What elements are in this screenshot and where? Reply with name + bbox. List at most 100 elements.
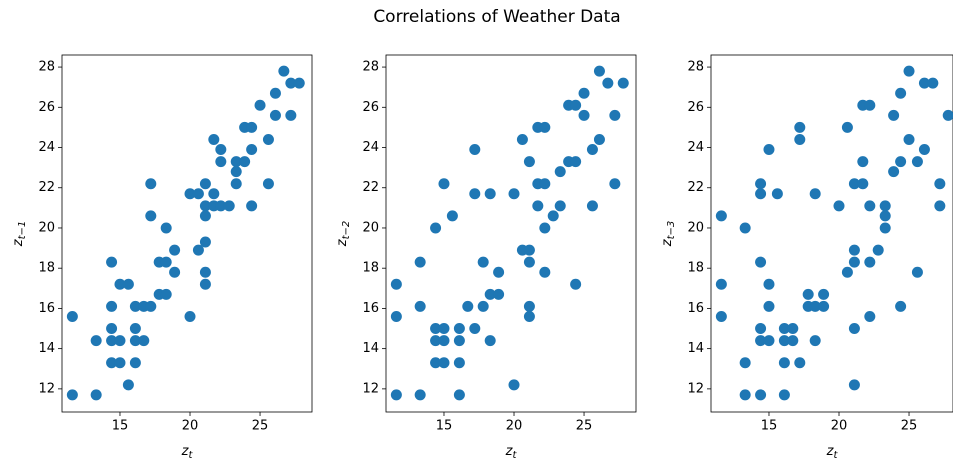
scatter-point — [246, 144, 258, 156]
scatter-point — [160, 222, 172, 234]
scatter-point — [841, 121, 853, 133]
scatter-point — [848, 323, 860, 335]
scatter-point — [469, 323, 481, 335]
x-tick-label: 20 — [182, 419, 199, 434]
scatter-point — [254, 99, 266, 111]
label-subscript: t−2 — [341, 221, 352, 240]
scatter-point — [199, 210, 211, 222]
scatter-point — [833, 200, 845, 212]
scatter-point — [848, 244, 860, 256]
scatter-point — [477, 300, 489, 312]
scatter-point — [293, 77, 305, 89]
y-tick-label: 24 — [38, 140, 55, 155]
label-subscript: t−3 — [666, 221, 677, 240]
y-tick-label: 20 — [362, 220, 379, 235]
scatter-point — [169, 244, 181, 256]
scatter-point — [857, 156, 869, 168]
scatter-point — [390, 278, 402, 290]
scatter-point — [160, 256, 172, 268]
scatter-point — [145, 210, 157, 222]
scatter-point — [129, 357, 141, 369]
scatter-point — [114, 278, 126, 290]
scatter-point — [787, 335, 799, 347]
scatter-point — [755, 256, 767, 268]
scatter-point — [199, 278, 211, 290]
x-tick-label: 25 — [576, 419, 593, 434]
scatter-point — [453, 357, 465, 369]
y-tick-label: 14 — [687, 341, 704, 356]
scatter-point — [927, 77, 939, 89]
scatter-point — [617, 77, 629, 89]
scatter-point — [469, 144, 481, 156]
scatter-point — [778, 335, 790, 347]
scatter-point — [262, 133, 274, 145]
scatter-point — [414, 389, 426, 401]
scatter-point — [223, 200, 235, 212]
x-tick-label: 15 — [436, 419, 453, 434]
scatter-point — [199, 178, 211, 190]
y-tick-label: 12 — [38, 381, 55, 396]
scatter-point — [390, 310, 402, 322]
scatter-point — [446, 210, 458, 222]
scatter-point — [895, 87, 907, 99]
y-tick-label: 14 — [38, 341, 55, 356]
scatter-point — [763, 144, 775, 156]
scatter-point — [570, 99, 582, 111]
y-tick-label: 22 — [362, 180, 379, 195]
scatter-point — [523, 244, 535, 256]
y-tick-label: 24 — [687, 140, 704, 155]
scatter-point — [269, 87, 281, 99]
scatter-point — [262, 178, 274, 190]
scatter-point — [539, 121, 551, 133]
scatter-point — [934, 200, 946, 212]
scatter-point — [199, 200, 211, 212]
scatter-point — [192, 244, 204, 256]
scatter-point — [578, 109, 590, 121]
axes-frame — [385, 54, 637, 413]
scatter-point — [523, 256, 535, 268]
scatter-point — [66, 389, 78, 401]
scatter-point — [66, 310, 78, 322]
scatter-point — [508, 379, 520, 391]
scatter-point — [430, 323, 442, 335]
label-base: z — [335, 238, 350, 247]
scatter-point — [438, 178, 450, 190]
scatter-point — [809, 188, 821, 200]
scatter-point — [879, 200, 891, 212]
scatter-point — [523, 156, 535, 168]
scatter-point — [129, 300, 141, 312]
scatter-point — [106, 256, 118, 268]
scatter-point — [794, 121, 806, 133]
scatter-point — [593, 133, 605, 145]
y-tick-label: 16 — [38, 301, 55, 316]
scatter-point — [430, 335, 442, 347]
scatter-point — [230, 156, 242, 168]
scatter-point — [199, 266, 211, 278]
scatter-point — [609, 178, 621, 190]
scatter-point — [145, 178, 157, 190]
scatter-point — [895, 300, 907, 312]
scatter-point — [755, 323, 767, 335]
scatter-point — [755, 335, 767, 347]
scatter-point — [532, 200, 544, 212]
scatter-point — [778, 389, 790, 401]
scatter-point — [841, 266, 853, 278]
scatter-point — [114, 335, 126, 347]
scatter-point — [539, 222, 551, 234]
scatter-point — [739, 222, 751, 234]
label-base: z — [660, 238, 675, 247]
scatter-point — [184, 188, 196, 200]
scatter-point — [586, 144, 598, 156]
scatter-point — [106, 335, 118, 347]
label-base: z — [181, 444, 190, 459]
scatter-point — [911, 156, 923, 168]
scatter-point — [857, 178, 869, 190]
scatter-point — [755, 389, 767, 401]
scatter-point — [864, 200, 876, 212]
scatter-point — [602, 77, 614, 89]
scatter-point — [246, 200, 258, 212]
scatter-point — [278, 65, 290, 77]
scatter-point — [160, 288, 172, 300]
scatter-point — [787, 323, 799, 335]
scatter-point — [547, 210, 559, 222]
